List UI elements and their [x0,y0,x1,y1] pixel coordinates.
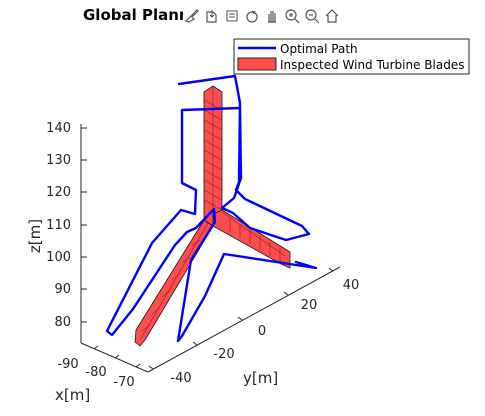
x-tick-label: -70 [113,375,134,390]
y-tick [192,341,198,346]
z-tick-label: 120 [46,185,71,200]
y-axis-label: y[m] [243,369,278,387]
z-tick-label: 140 [46,121,71,136]
blade-vertical-mesh [203,86,223,226]
home-icon[interactable] [323,7,341,25]
zoom-in-icon[interactable] [283,7,301,25]
x-tick-labels: -90 -80 -70 [57,357,134,390]
y-tick-labels: -40 -20 0 20 40 [170,278,359,386]
z-tick-label: 100 [46,250,71,265]
datatip-icon[interactable] [223,7,241,25]
y-tick [328,267,334,272]
path-series [105,74,318,343]
x-axis-label: x[m] [55,386,90,404]
z-ticks [81,127,87,323]
legend: Optimal Path Inspected Wind Turbine Blad… [233,38,470,75]
legend-label-path: Optimal Path [280,42,358,56]
y-tick-label: 0 [258,324,266,339]
blade-mesh [139,86,286,341]
z-tick-label: 130 [46,153,71,168]
x-tick-label: -90 [57,357,78,372]
x-axis-line [80,342,149,373]
y-tick [148,365,154,370]
x-tick [93,345,99,350]
x-tick [135,363,141,368]
y-axis-line [147,266,341,373]
z-tick-label: 80 [54,315,71,330]
z-tick-labels: 140 130 120 110 100 90 80 [46,121,71,330]
y-tick-label: -40 [170,371,191,386]
z-tick-label: 110 [46,218,71,233]
y-tick-label: 20 [301,298,318,313]
chart-title: Global Planner [83,6,183,24]
x-tick-label: -80 [85,365,106,380]
optimal-path-line [105,74,318,343]
y-ticks [148,267,334,370]
blade-right-mesh [221,211,286,262]
z-axis-label: z[m] [26,219,44,253]
legend-label-blades: Inspected Wind Turbine Blades [280,58,464,72]
rotate-icon[interactable] [243,7,261,25]
blade-left [134,219,214,347]
y-tick-label: 40 [343,278,360,293]
brush-icon[interactable] [183,7,201,25]
pan-icon[interactable] [263,7,281,25]
y-tick-label: -20 [213,347,234,362]
x-ticks [93,345,141,368]
axes-toolbar [183,6,341,26]
y-tick [237,316,243,321]
z-tick-label: 90 [54,282,71,297]
x-tick [114,354,120,359]
zoom-out-icon[interactable] [303,7,321,25]
blade-left-mesh [139,222,209,341]
y-tick [283,291,289,296]
legend-patch-swatch [237,57,277,71]
export-icon[interactable] [203,7,221,25]
